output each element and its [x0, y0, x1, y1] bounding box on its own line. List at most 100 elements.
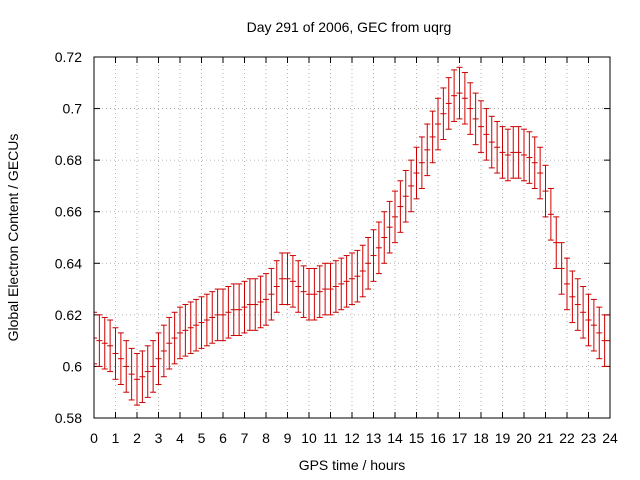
axis-ticks: 0.580.60.620.640.660.680.70.720 1 2 3 4 5 6 7 8 9…: [55, 49, 618, 446]
x-tick-label: 2: [133, 430, 141, 446]
error-bar: [203, 293, 210, 347]
error-bar: [596, 306, 603, 360]
error-bar: [166, 316, 173, 370]
x-tick-label: 21: [538, 430, 554, 446]
error-bar: [601, 314, 608, 367]
error-bar: [193, 298, 200, 352]
error-bar: [128, 347, 135, 401]
y-tick-label: 0.58: [55, 410, 82, 426]
error-bar: [467, 82, 474, 135]
error-bar: [198, 296, 205, 349]
error-bar: [112, 327, 119, 380]
error-bar: [187, 301, 194, 355]
y-tick-label: 0.7: [63, 101, 83, 117]
error-bar: [402, 169, 409, 223]
error-bar: [375, 221, 382, 275]
error-bar: [478, 100, 484, 153]
error-bar: [268, 267, 275, 321]
error-bar: [574, 278, 581, 331]
error-bar: [177, 306, 183, 360]
error-bar: [370, 229, 377, 282]
error-bar: [531, 136, 538, 190]
y-tick-label: 0.66: [55, 204, 82, 220]
error-bar: [306, 267, 312, 321]
error-bar: [236, 283, 243, 336]
error-bar: [521, 128, 527, 182]
error-bar: [107, 319, 114, 373]
error-bar: [537, 146, 544, 200]
error-bar: [580, 285, 587, 339]
x-tick-label: 4: [176, 430, 184, 446]
error-bar: [526, 131, 533, 184]
x-tick-label: 22: [559, 430, 575, 446]
error-bar: [359, 244, 366, 298]
x-tick-label: 0: [90, 430, 98, 446]
error-bar: [488, 115, 495, 169]
error-bar: [408, 159, 415, 213]
error-bar: [343, 255, 350, 308]
error-bar: [316, 265, 323, 318]
x-tick-label: 1: [112, 430, 120, 446]
error-bar: [456, 66, 463, 120]
x-tick-label: 12: [344, 430, 360, 446]
y-tick-label: 0.62: [55, 307, 82, 323]
error-bar: [564, 257, 570, 311]
x-tick-label: 13: [366, 430, 382, 446]
x-tick-label: 18: [473, 430, 489, 446]
x-axis-label: GPS time / hours: [299, 457, 406, 473]
error-bar: [392, 190, 398, 244]
error-bar: [386, 200, 393, 254]
error-bar: [547, 188, 554, 241]
error-bar: [472, 92, 479, 146]
error-bar: [182, 304, 189, 357]
error-bar: [483, 108, 490, 161]
error-bar: [397, 180, 404, 233]
error-bar: [590, 298, 597, 352]
error-bar: [155, 332, 162, 385]
error-bar: [289, 255, 296, 308]
error-bar: [252, 278, 259, 331]
error-bar: [295, 260, 302, 313]
error-bar: [338, 257, 345, 311]
x-tick-label: 9: [284, 430, 292, 446]
x-tick-label: 17: [452, 430, 468, 446]
y-tick-label: 0.72: [55, 49, 82, 65]
error-bar: [241, 280, 248, 334]
error-bar: [327, 262, 334, 316]
error-bar: [365, 237, 372, 290]
error-bar: [569, 270, 576, 324]
error-bar: [96, 314, 103, 367]
x-tick-label: 7: [241, 430, 249, 446]
error-bar: [354, 249, 361, 303]
x-tick-label: 3: [155, 430, 163, 446]
error-bar: [451, 69, 458, 122]
error-bar: [429, 110, 436, 164]
error-bar: [246, 278, 253, 331]
error-bar: [117, 332, 124, 385]
x-tick-label: 5: [198, 430, 206, 446]
x-tick-label: 11: [323, 430, 338, 446]
error-bar: [494, 120, 501, 174]
error-bar: [445, 77, 452, 130]
error-bar: [553, 216, 560, 269]
error-bar: [220, 288, 226, 342]
error-bar: [160, 324, 167, 378]
plot-frame: [93, 56, 611, 419]
error-bar: [284, 252, 291, 306]
error-bar: [510, 126, 517, 179]
error-bar: [123, 340, 130, 393]
error-bar: [144, 345, 151, 398]
error-bar: [263, 273, 269, 326]
error-bar: [413, 146, 420, 200]
y-axis-label: Global Electron Content / GECUs: [5, 134, 21, 342]
error-bar: [504, 128, 511, 182]
error-bar: [515, 126, 522, 179]
x-tick-label: 15: [409, 430, 425, 446]
x-tick-label: 16: [430, 430, 446, 446]
error-bar: [209, 291, 216, 344]
error-bar: [440, 87, 447, 141]
error-bar: [230, 283, 237, 336]
x-tick-label: 24: [602, 430, 618, 446]
x-tick-label: 14: [387, 430, 403, 446]
error-bar: [322, 262, 329, 316]
